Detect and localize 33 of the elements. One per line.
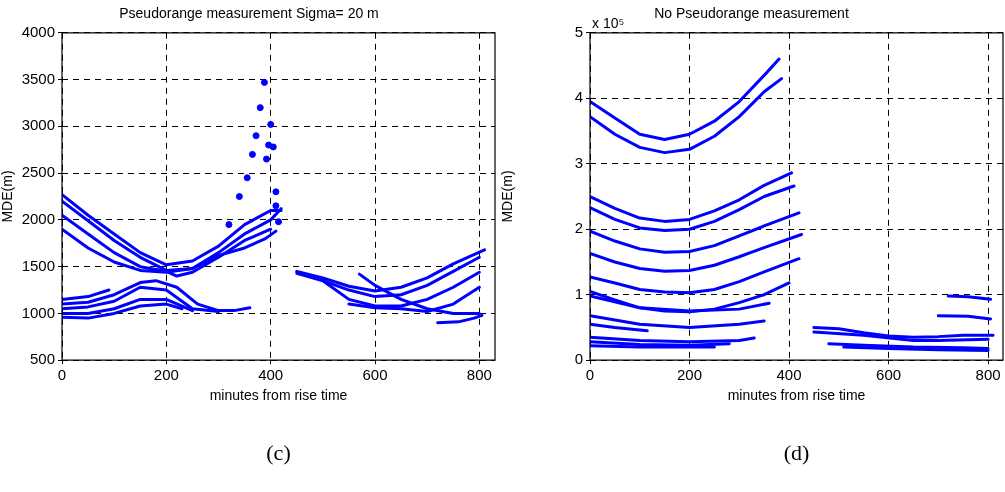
y-tick-label: 2500 (21, 163, 55, 181)
y-axis-title: MDE(m) (0, 170, 16, 223)
y-tick-label: 3500 (21, 69, 55, 87)
chart-title: No Pseudorange measurement (654, 5, 849, 22)
y-tick-label: 4000 (21, 22, 55, 40)
y-axis-title: MDE(m) (499, 170, 516, 223)
y-tick-label: 2 (574, 219, 583, 237)
y-tick-label: 2000 (21, 210, 55, 228)
text: (d) (783, 440, 810, 466)
x-tick-label: 200 (153, 366, 179, 384)
x-tick-label: 600 (362, 366, 388, 384)
x-tick-label: 400 (258, 366, 284, 384)
text: x 10⁵ (592, 14, 625, 31)
x-axis-title: minutes from rise time (209, 387, 348, 404)
x-axis-title: minutes from rise time (727, 387, 866, 404)
x-tick-label: 200 (677, 366, 703, 384)
x-tick-label: 0 (585, 366, 595, 384)
y-tick-label: 4 (574, 88, 583, 106)
chart-title: Pseudorange measurement Sigma= 20 m (119, 5, 379, 22)
x-tick-label: 800 (975, 366, 1001, 384)
x-tick-label: 0 (57, 366, 67, 384)
y-tick-label: 500 (29, 350, 55, 368)
y-tick-label: 1 (574, 284, 583, 302)
y-tick-label: 3000 (21, 116, 55, 134)
text: (c) (266, 440, 291, 466)
y-tick-label: 3 (574, 153, 583, 171)
y-tick-label: 1000 (21, 303, 55, 321)
x-tick-label: 400 (776, 366, 802, 384)
x-tick-label: 800 (466, 366, 492, 384)
x-tick-label: 600 (876, 366, 902, 384)
y-tick-label: 0 (574, 350, 583, 368)
y-tick-label: 5 (574, 22, 583, 40)
y-tick-label: 1500 (21, 256, 55, 274)
